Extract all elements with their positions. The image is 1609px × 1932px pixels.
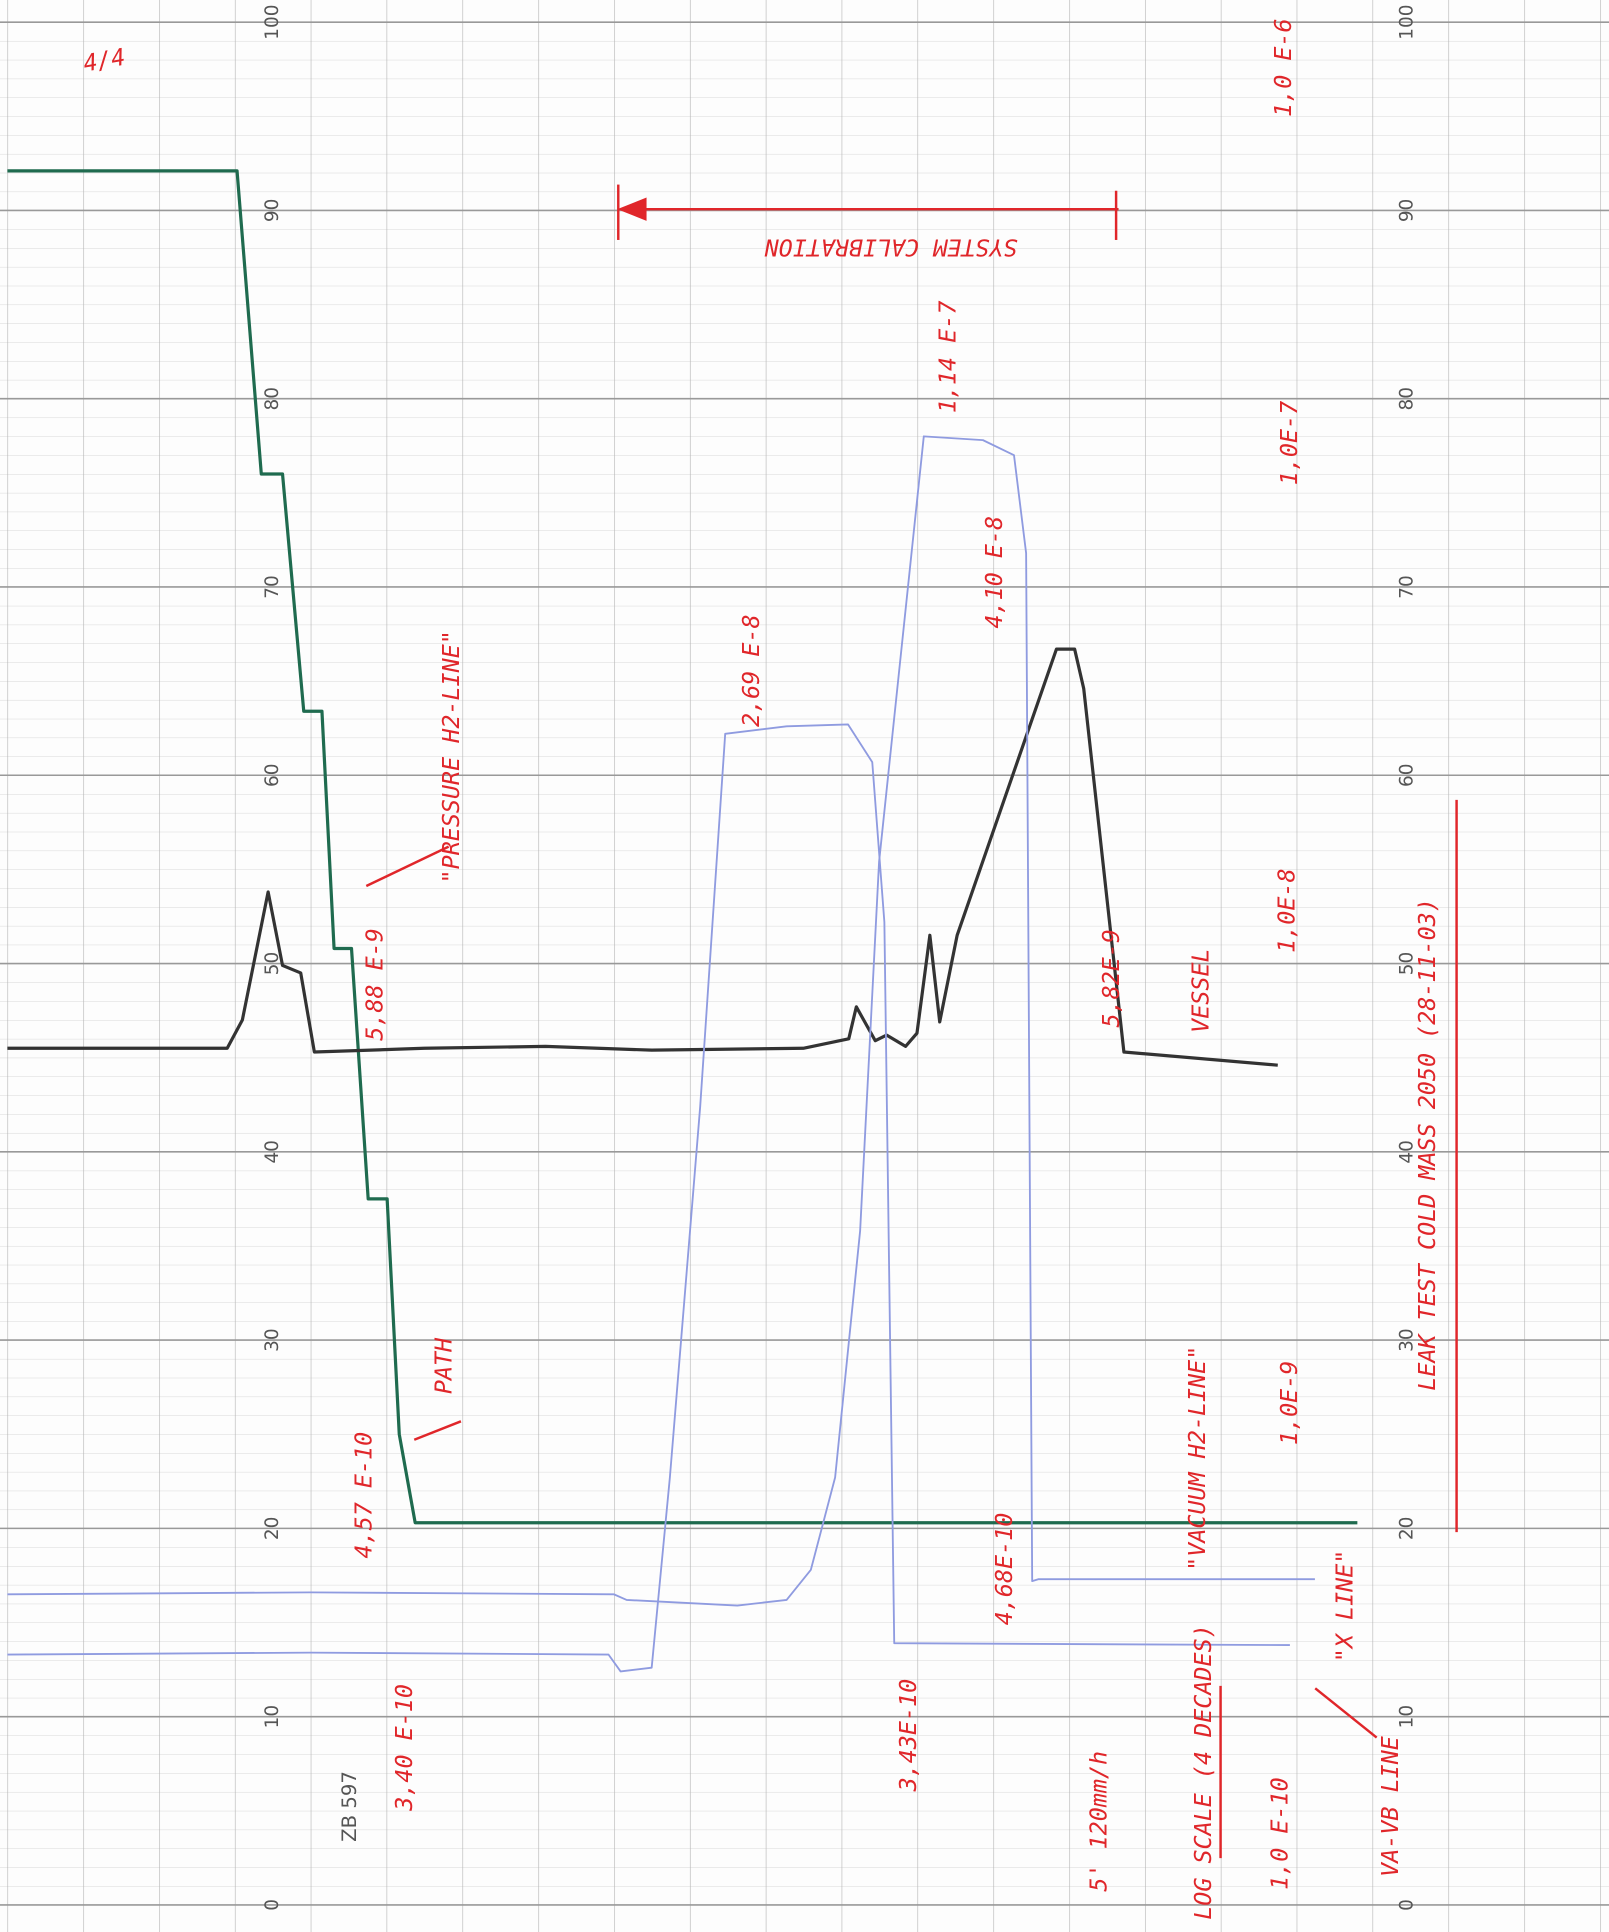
- decade-label: 1,0E-8: [1273, 868, 1301, 952]
- y-tick-label: 100: [262, 5, 283, 40]
- annotation: 4,57 E-10: [350, 1432, 378, 1559]
- y-tick-label: 70: [1396, 575, 1417, 598]
- annotation: 3,43E-10: [894, 1679, 922, 1793]
- arrow-head: [617, 197, 647, 221]
- y-tick-label: 20: [1396, 1517, 1417, 1540]
- y-tick-label: 0: [1396, 1899, 1417, 1911]
- decade-label: 1,0E-9: [1275, 1361, 1303, 1445]
- pointer: [413, 1420, 462, 1441]
- annotation: 5,88 E-9: [361, 928, 389, 1041]
- y-tick-label: 10: [1396, 1705, 1417, 1728]
- trace: [7, 435, 1315, 1607]
- y-tick-label: 20: [262, 1517, 283, 1540]
- annotation: SYSTEM CALIBRATION: [764, 234, 1018, 262]
- decade-label: 1,0 E-6: [1269, 18, 1297, 117]
- chart-title: LEAK TEST COLD MASS 2050 (28-11-03): [1413, 898, 1441, 1391]
- series-label: VA-VB LINE: [1376, 1735, 1404, 1877]
- y-tick-label: 40: [1396, 1140, 1417, 1163]
- y-tick-label: 30: [1396, 1328, 1417, 1351]
- y-tick-label: 80: [1396, 387, 1417, 410]
- annotation: PATH: [429, 1337, 457, 1394]
- paper-code: ZB 597: [338, 1771, 361, 1842]
- y-tick-label: 60: [262, 764, 283, 787]
- series-label: "X LINE": [1330, 1550, 1358, 1663]
- y-tick-label: 100: [1396, 5, 1417, 40]
- y-tick-label: 50: [262, 952, 283, 975]
- series-label: VESSEL: [1187, 948, 1215, 1032]
- y-tick-label: 0: [262, 1899, 283, 1911]
- annotation: 5,82E-9: [1097, 929, 1125, 1028]
- annotation: LOG SCALE (4 DECADES): [1189, 1624, 1217, 1920]
- annotation: 2,69 E-8: [737, 614, 765, 727]
- y-tick-label: 90: [1396, 199, 1417, 222]
- series-label: "PRESSURE H2-LINE": [437, 630, 465, 883]
- y-tick-label: 60: [1396, 764, 1417, 787]
- trace: [7, 169, 1358, 1525]
- trace: [7, 647, 1278, 1067]
- y-tick-label: 80: [262, 387, 283, 410]
- pointer: [365, 845, 450, 888]
- y-tick-label: 10: [262, 1705, 283, 1728]
- annotation: 4,68E-10: [990, 1513, 1018, 1626]
- y-tick-label: 40: [262, 1140, 283, 1163]
- annotation: 5' 120mm/h: [1085, 1751, 1113, 1892]
- y-tick-label: 90: [262, 199, 283, 222]
- pointer: [1314, 1687, 1378, 1739]
- annotation: "VACUUM H2-LINE": [1183, 1346, 1211, 1571]
- annotation: 1,14 E-7: [933, 301, 961, 414]
- annotation: 4,10 E-8: [980, 516, 1008, 629]
- annotation-marks: [365, 184, 1458, 1859]
- decade-label: 1,0 E-10: [1265, 1777, 1293, 1890]
- decade-label: 1,0E-7: [1275, 401, 1303, 485]
- y-tick-label: 50: [1396, 952, 1417, 975]
- y-tick-label: 30: [262, 1328, 283, 1351]
- trace: [7, 723, 1290, 1673]
- annotation: 3,40 E-10: [390, 1684, 418, 1812]
- y-tick-label: 70: [262, 575, 283, 598]
